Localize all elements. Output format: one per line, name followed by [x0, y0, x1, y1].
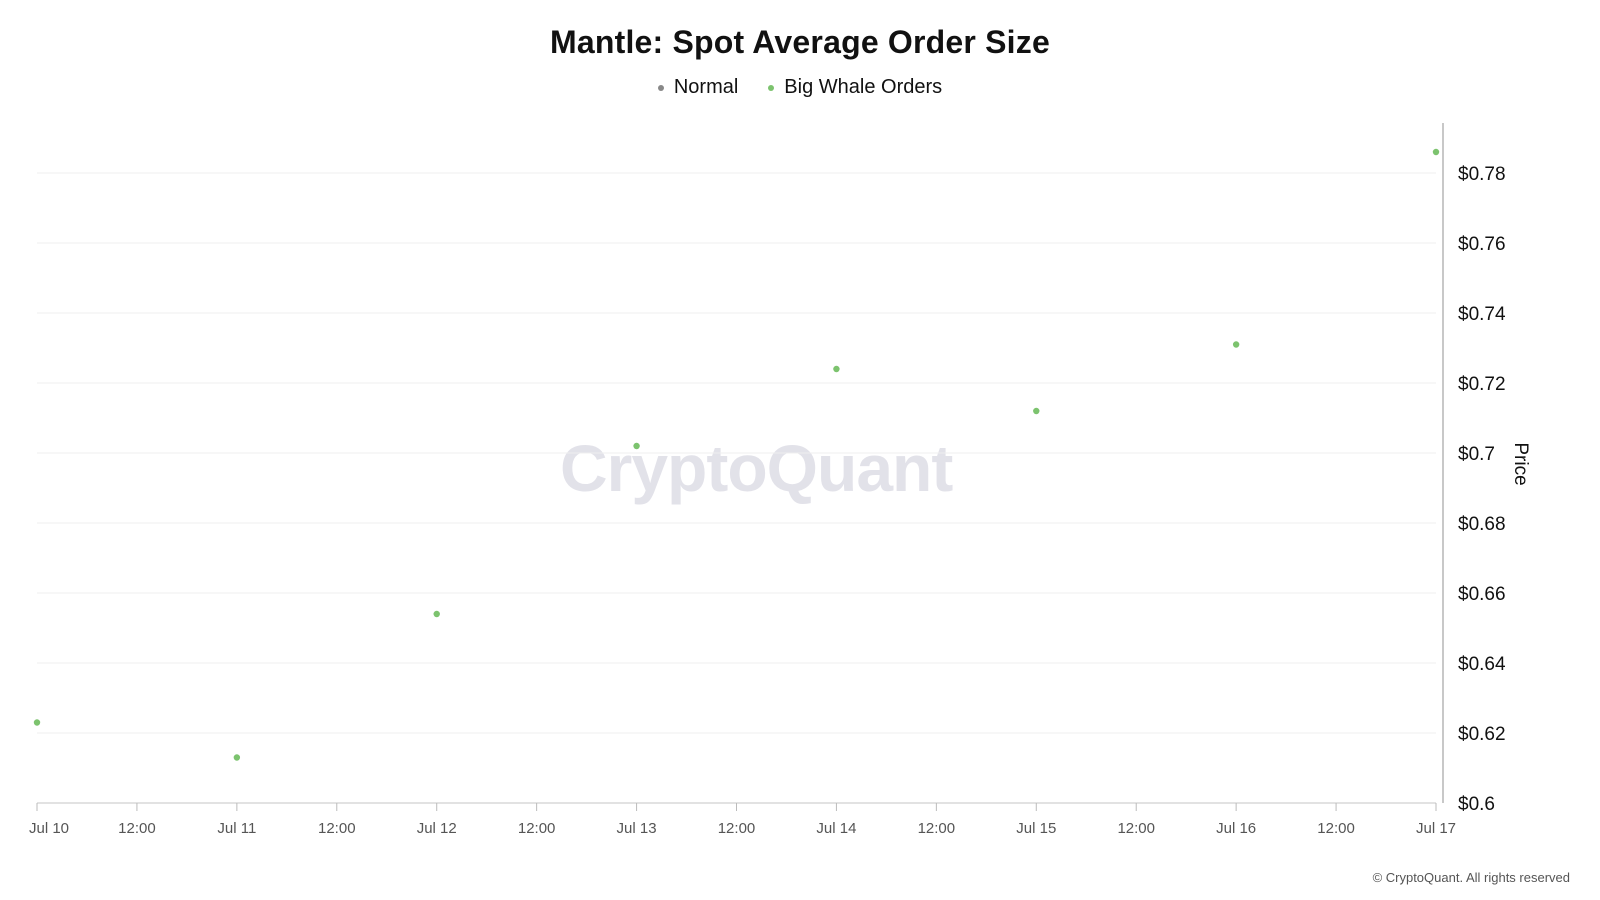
- y-tick-label: $0.64: [1458, 654, 1506, 675]
- y-tick-label: $0.72: [1458, 374, 1506, 395]
- legend-item-big-whale-orders[interactable]: Big Whale Orders: [768, 76, 942, 99]
- y-tick-label: $0.74: [1458, 304, 1506, 325]
- x-tick-label: 12:00: [318, 820, 356, 837]
- data-point-big-whale-orders: [633, 442, 640, 450]
- legend-label-big-whale-orders: Big Whale Orders: [784, 76, 943, 98]
- x-tick-label: 12:00: [1117, 820, 1155, 837]
- x-tick-label: Jul 16: [1216, 820, 1256, 837]
- x-tick-label: Jul 14: [816, 820, 856, 837]
- x-tick-label: Jul 11: [217, 820, 256, 837]
- x-tick-label: Jul 13: [617, 820, 657, 837]
- x-tick-label: Jul 10: [29, 820, 69, 837]
- y-tick-label: $0.62: [1458, 724, 1506, 745]
- y-tick-label: $0.7: [1458, 444, 1495, 465]
- chart-title: Mantle: Spot Average Order Size: [550, 24, 1050, 60]
- x-tick-label: Jul 15: [1016, 820, 1056, 837]
- y-tick-label: $0.76: [1458, 234, 1506, 255]
- x-tick-label: Jul 12: [417, 820, 457, 837]
- x-tick-label: 12:00: [918, 820, 956, 837]
- data-point-big-whale-orders: [833, 365, 840, 373]
- x-tick-label: 12:00: [118, 820, 156, 837]
- y-tick-label: $0.6: [1458, 794, 1495, 815]
- legend-item-normal[interactable]: Normal: [657, 76, 739, 99]
- y-tick-label: $0.78: [1458, 164, 1506, 185]
- copyright-notice: © CryptoQuant. All rights reserved: [1372, 870, 1570, 885]
- legend-label-normal: Normal: [673, 76, 739, 98]
- x-tick-label: 12:00: [718, 820, 756, 837]
- legend-marker-normal: [657, 84, 664, 91]
- data-point-big-whale-orders: [1033, 407, 1040, 415]
- data-point-big-whale-orders: [233, 754, 241, 761]
- x-tick-label: Jul 17: [1416, 820, 1456, 837]
- legend: Normal Big Whale Orders: [0, 76, 1600, 99]
- data-point-big-whale-orders: [33, 719, 41, 726]
- y-axis-title: Price: [1510, 442, 1531, 485]
- legend-marker-big-whale-orders: [768, 84, 775, 91]
- watermark-logo: CryptoQuant: [560, 431, 953, 505]
- data-point-big-whale-orders: [1432, 148, 1440, 156]
- x-tick-label: 12:00: [1317, 820, 1355, 837]
- y-tick-label: $0.66: [1458, 584, 1506, 605]
- x-tick-label: 12:00: [518, 820, 556, 837]
- data-point-big-whale-orders: [433, 610, 440, 618]
- y-tick-label: $0.68: [1458, 514, 1506, 535]
- data-point-big-whale-orders: [1232, 341, 1240, 348]
